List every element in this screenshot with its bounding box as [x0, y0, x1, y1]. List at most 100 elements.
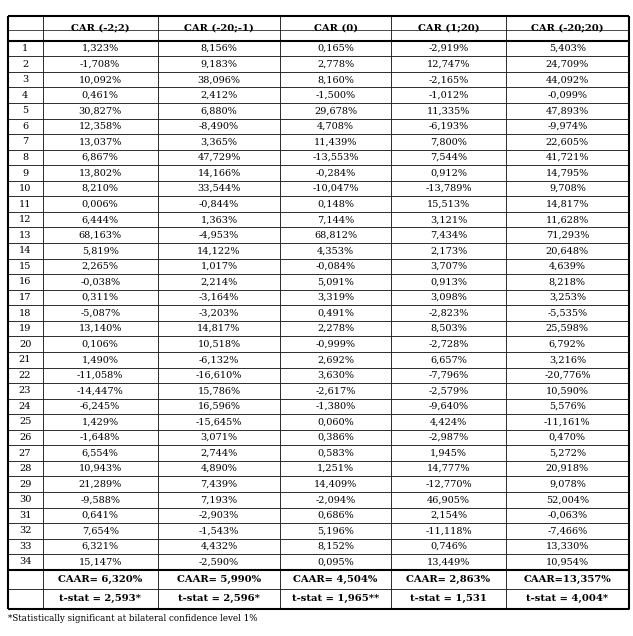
Bar: [8, 352, 42, 368]
Bar: [280, 228, 391, 243]
Text: -7,796%: -7,796%: [429, 371, 468, 380]
Bar: [42, 414, 158, 430]
Text: 9,708%: 9,708%: [549, 184, 586, 193]
Text: 47,729%: 47,729%: [197, 153, 241, 162]
Text: 0,686%: 0,686%: [317, 511, 354, 520]
Bar: [8, 445, 42, 461]
Text: 41,721%: 41,721%: [546, 153, 589, 162]
Bar: [42, 476, 158, 492]
Bar: [391, 134, 506, 149]
Text: -20,776%: -20,776%: [544, 371, 591, 380]
Text: 1,323%: 1,323%: [82, 44, 119, 53]
Bar: [42, 88, 158, 103]
Text: 0,165%: 0,165%: [317, 44, 354, 53]
Text: 7,193%: 7,193%: [201, 495, 237, 504]
Text: CAR (-20;-1): CAR (-20;-1): [184, 24, 254, 33]
Bar: [158, 118, 280, 134]
Bar: [158, 414, 280, 430]
Text: 0,746%: 0,746%: [430, 542, 467, 551]
Bar: [158, 181, 280, 197]
Text: 9,078%: 9,078%: [549, 480, 586, 488]
Bar: [158, 165, 280, 181]
Bar: [280, 290, 391, 305]
Text: -2,728%: -2,728%: [429, 340, 468, 349]
Bar: [42, 461, 158, 476]
Bar: [506, 430, 629, 445]
Bar: [391, 212, 506, 228]
Bar: [8, 476, 42, 492]
Bar: [42, 445, 158, 461]
Bar: [42, 41, 158, 57]
Bar: [391, 165, 506, 181]
Bar: [42, 259, 158, 274]
Text: t-stat = 1,965**: t-stat = 1,965**: [292, 595, 379, 604]
Text: 10: 10: [19, 184, 31, 193]
Bar: [506, 508, 629, 523]
Bar: [42, 430, 158, 445]
Bar: [8, 399, 42, 414]
Text: 14,817%: 14,817%: [197, 324, 241, 333]
Bar: [280, 476, 391, 492]
Text: 5: 5: [22, 106, 28, 115]
Bar: [158, 476, 280, 492]
Bar: [8, 197, 42, 212]
Bar: [391, 508, 506, 523]
Text: 4,639%: 4,639%: [549, 262, 586, 271]
Text: CAAR= 5,990%: CAAR= 5,990%: [177, 575, 261, 584]
Bar: [8, 414, 42, 430]
Bar: [42, 149, 158, 165]
Text: 0,148%: 0,148%: [317, 200, 354, 209]
Text: -1,708%: -1,708%: [80, 60, 120, 69]
Text: 52,004%: 52,004%: [546, 495, 589, 504]
Bar: [158, 149, 280, 165]
Bar: [506, 368, 629, 383]
Bar: [8, 212, 42, 228]
Text: 16: 16: [19, 277, 31, 286]
Bar: [8, 554, 42, 570]
Bar: [280, 430, 391, 445]
Bar: [280, 554, 391, 570]
Text: 33: 33: [19, 542, 32, 551]
Bar: [391, 181, 506, 197]
Text: -1,012%: -1,012%: [429, 91, 468, 100]
Text: t-stat = 2,596*: t-stat = 2,596*: [178, 595, 260, 604]
Text: -6,132%: -6,132%: [199, 356, 239, 364]
Text: -9,588%: -9,588%: [80, 495, 120, 504]
Bar: [280, 383, 391, 399]
Text: -1,500%: -1,500%: [315, 91, 356, 100]
Bar: [506, 134, 629, 149]
Text: -0,063%: -0,063%: [548, 511, 587, 520]
Bar: [8, 149, 42, 165]
Bar: [391, 57, 506, 72]
Text: 8: 8: [22, 153, 28, 162]
Bar: [8, 181, 42, 197]
Text: -4,953%: -4,953%: [199, 231, 239, 240]
Bar: [391, 414, 506, 430]
Bar: [391, 72, 506, 88]
Text: 28: 28: [19, 464, 31, 473]
Bar: [280, 368, 391, 383]
Text: 25: 25: [19, 417, 31, 427]
Bar: [391, 118, 506, 134]
Bar: [391, 445, 506, 461]
Text: -8,490%: -8,490%: [199, 122, 239, 131]
Text: 12: 12: [19, 215, 32, 225]
Bar: [42, 274, 158, 290]
Bar: [158, 72, 280, 88]
Bar: [8, 589, 42, 609]
Text: 2,744%: 2,744%: [200, 448, 237, 457]
Text: -2,094%: -2,094%: [315, 495, 356, 504]
Bar: [391, 539, 506, 554]
Bar: [8, 508, 42, 523]
Text: 15: 15: [19, 262, 31, 271]
Text: -14,447%: -14,447%: [77, 386, 123, 396]
Bar: [506, 523, 629, 539]
Bar: [8, 72, 42, 88]
Text: 7,144%: 7,144%: [317, 215, 354, 225]
Bar: [391, 589, 506, 609]
Bar: [280, 523, 391, 539]
Text: 15,513%: 15,513%: [427, 200, 470, 209]
Bar: [158, 430, 280, 445]
Bar: [280, 72, 391, 88]
Bar: [391, 149, 506, 165]
